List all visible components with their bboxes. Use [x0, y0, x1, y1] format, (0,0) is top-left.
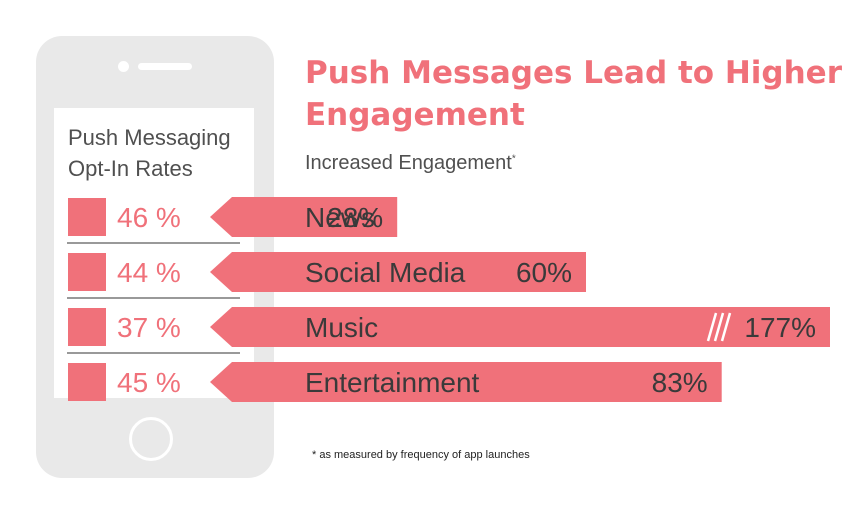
engagement-value: 60%: [516, 257, 572, 288]
chart-title: Push Messages Lead to Higher Engagement: [305, 55, 842, 133]
opt-in-marker: [68, 363, 106, 401]
opt-in-marker: [68, 308, 106, 346]
engagement-value: 83%: [652, 367, 708, 398]
category-label: Entertainment: [305, 367, 480, 398]
chart-subtitle: Increased Engagement*: [305, 152, 516, 175]
phone-speaker-bar: [138, 63, 192, 70]
axis-break-mark: [706, 312, 718, 342]
category-label: Social Media: [305, 257, 466, 288]
axis-break-mark: [720, 312, 732, 342]
engagement-bar: [210, 362, 722, 402]
engagement-bar: [210, 252, 586, 292]
opt-in-marker: [68, 198, 106, 236]
category-label: Music: [305, 312, 378, 343]
engagement-bar: [210, 307, 830, 347]
category-label: News: [305, 202, 375, 233]
footnote: * as measured by frequency of app launch…: [312, 449, 530, 461]
opt-in-rates-title: Push Messaging Opt-In Rates: [68, 125, 231, 181]
opt-in-marker: [68, 253, 106, 291]
axis-break-mark: [713, 312, 725, 342]
phone-camera-dot: [118, 61, 129, 72]
subtitle-text: Increased Engagement: [305, 152, 512, 174]
opt-in-value: 37 %: [117, 312, 181, 343]
engagement-value: 28%: [327, 202, 383, 233]
opt-in-value: 46 %: [117, 202, 181, 233]
subtitle-asterisk: *: [511, 153, 516, 165]
phone-home-button: [129, 417, 173, 461]
engagement-bar: [210, 197, 398, 237]
opt-in-value: 45 %: [117, 367, 181, 398]
engagement-value: 177%: [744, 312, 816, 343]
opt-in-value: 44 %: [117, 257, 181, 288]
